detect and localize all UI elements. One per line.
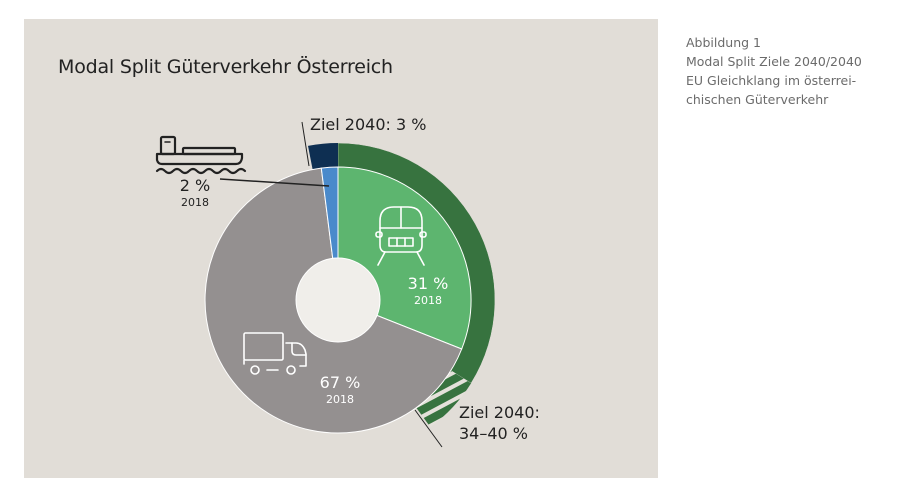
ship-target-label: Ziel 2040: 3 % [310, 115, 427, 134]
truck-value-label: 67 % [319, 373, 361, 392]
ship-year-label: 2018 [181, 196, 209, 209]
truck-icon [243, 332, 307, 375]
truck-year-label: 2018 [326, 393, 354, 406]
caption-line-4: chischen Güterverkehr [686, 92, 829, 107]
ship-target-leader-line [301, 121, 310, 167]
ship-icon [155, 135, 247, 175]
rail-target-label-line-2: 34–40 % [459, 424, 529, 443]
rail-year-label: 2018 [414, 294, 442, 307]
rail-target-range-hatched [416, 370, 472, 427]
caption-line-1: Abbildung 1 [686, 35, 762, 50]
ship-target-ring-segment [308, 143, 338, 170]
ship-value-leader-line [219, 178, 330, 187]
rail-target-leader-line [414, 409, 443, 448]
donut-hole [295, 257, 381, 343]
figure-caption: Abbildung 1 Modal Split Ziele 2040/2040 … [686, 33, 862, 109]
rail-target-label-line-1: Ziel 2040: [459, 403, 540, 422]
ship-value-label: 2 % [179, 176, 211, 195]
rail-value-label: 31 % [407, 274, 449, 293]
chart-title: Modal Split Güterverkehr Österreich [58, 56, 393, 78]
caption-line-2: Modal Split Ziele 2040/2040 [686, 54, 862, 69]
train-icon [375, 206, 427, 266]
caption-line-3: EU Gleichklang im österrei- [686, 73, 857, 88]
